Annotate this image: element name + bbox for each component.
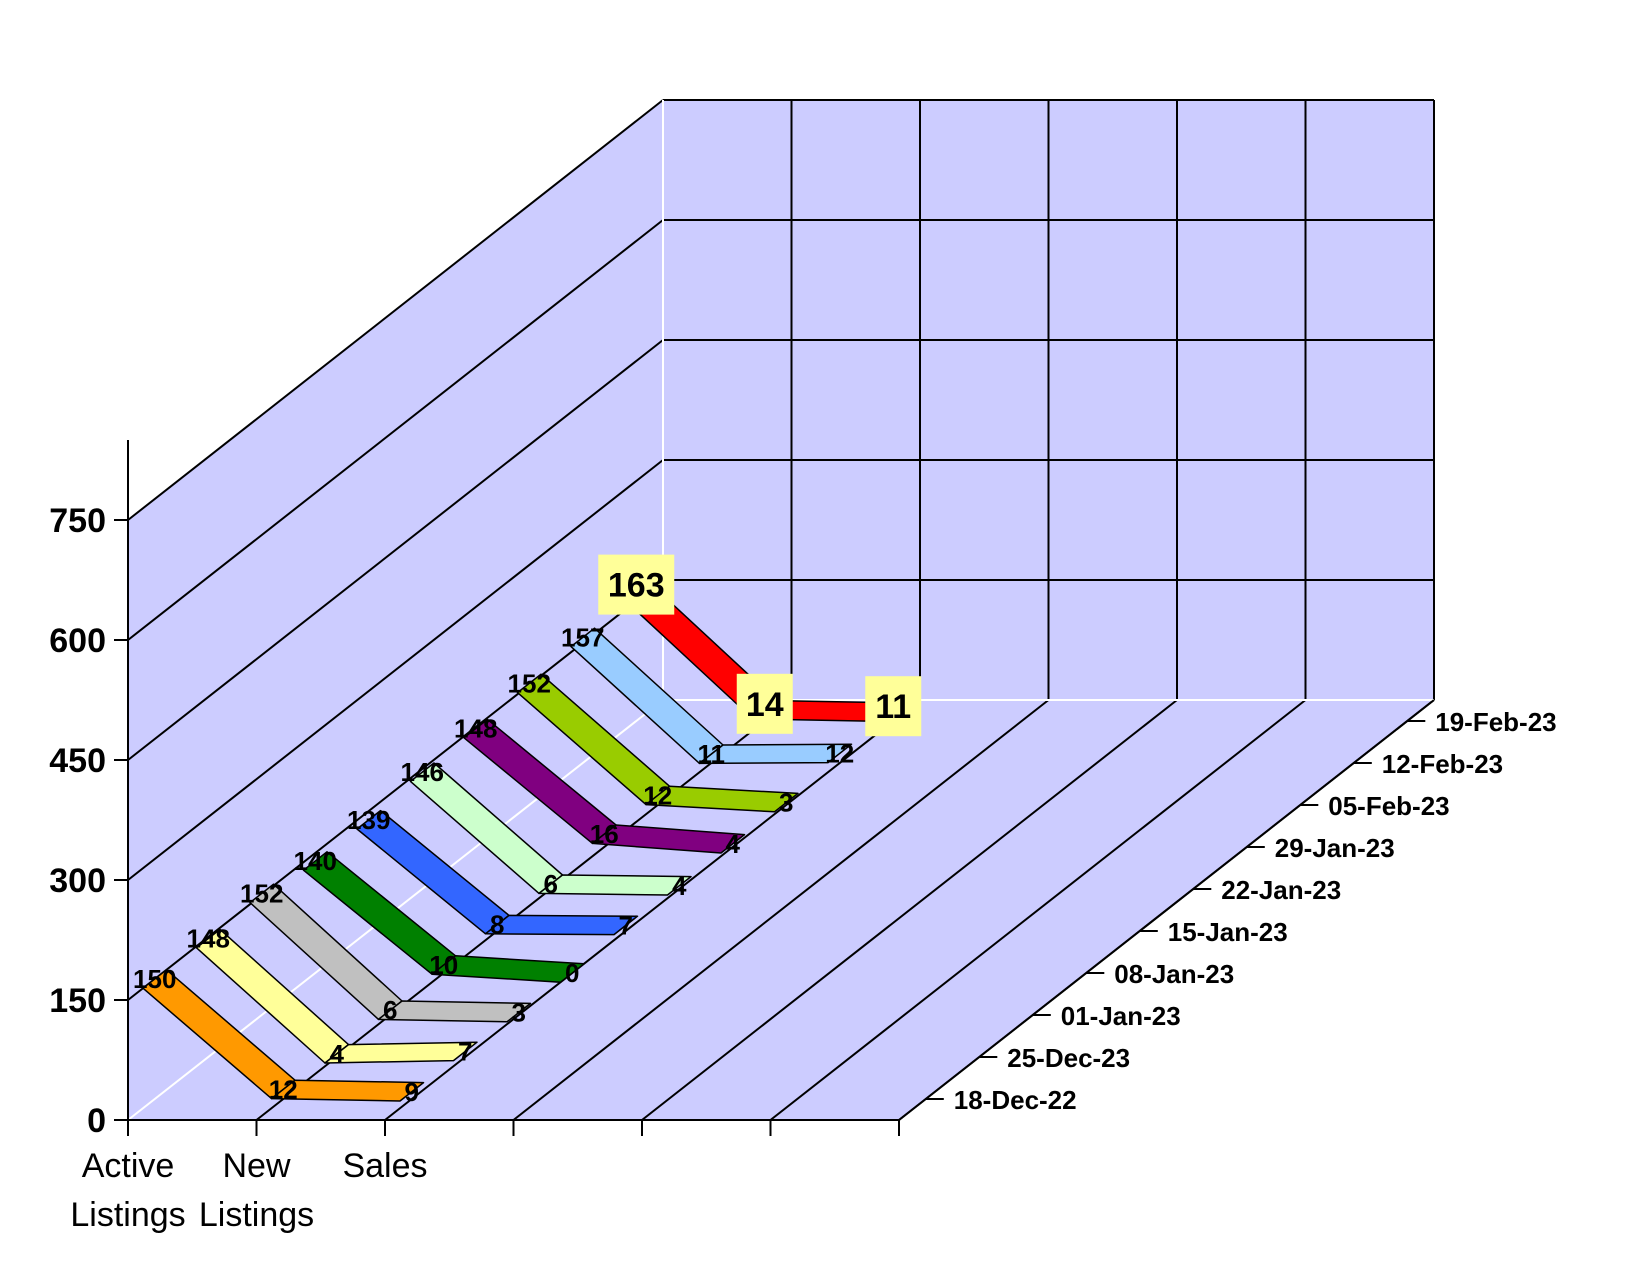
highlight-label-box — [598, 554, 675, 615]
data-label: 163 — [608, 567, 665, 605]
data-label: 139 — [347, 805, 390, 835]
data-label: 4 — [330, 1039, 345, 1069]
highlight-label-box — [865, 676, 922, 737]
ribbon-segment — [270, 1079, 425, 1102]
data-label: 11 — [875, 688, 911, 726]
data-label: 6 — [383, 995, 397, 1025]
series-ribbon — [356, 809, 639, 936]
side-wall-gridline — [127, 459, 664, 881]
data-label: 10 — [429, 950, 458, 980]
ribbon-segment — [484, 914, 639, 936]
depth-axis-line — [898, 699, 1435, 1121]
floor-gridline — [641, 699, 1178, 1121]
y-tick-label: 300 — [49, 862, 106, 900]
data-label: 146 — [401, 757, 444, 787]
ribbon-segment — [538, 874, 692, 896]
floor-gridline — [769, 699, 1307, 1121]
category-label-line1: Sales — [342, 1147, 427, 1185]
ribbon-segment — [645, 785, 799, 813]
category-label-line2: Listings — [199, 1196, 314, 1234]
category-label-line1: Active — [82, 1147, 175, 1185]
ribbon-segment — [591, 824, 746, 854]
data-label: 16 — [590, 819, 619, 849]
y-tick-label: 600 — [49, 622, 106, 660]
data-label: 14 — [746, 686, 784, 724]
data-label: 152 — [240, 878, 283, 908]
data-label: 4 — [726, 829, 741, 859]
series-name-label: 19-Feb-23 — [1435, 707, 1556, 737]
data-label: 140 — [294, 846, 337, 876]
chart-data-labels: 150 12 9 148 4 7 152 6 3 140 10 0 139 8 7 146 6 4 148 16 4 15… — [133, 554, 922, 1107]
data-label: 148 — [187, 924, 230, 954]
chart-axes: 0 150 300 450 600 750 Active Listings New Listing… — [49, 440, 1557, 1234]
ribbon-segment — [431, 955, 585, 983]
series-name-label: 25-Dec-23 — [1007, 1043, 1130, 1073]
ribbon-segment — [377, 1000, 532, 1023]
data-label: 0 — [565, 958, 579, 988]
data-label: 157 — [561, 622, 604, 652]
data-label: 4 — [672, 871, 687, 901]
series-ribbon — [516, 673, 799, 813]
data-label: 9 — [405, 1077, 419, 1107]
y-tick-label: 150 — [49, 982, 106, 1020]
series-ribbon — [195, 928, 478, 1064]
data-label: 3 — [779, 788, 793, 818]
data-label: 3 — [512, 998, 526, 1028]
data-label: 7 — [458, 1036, 472, 1066]
side-wall-gridline — [127, 99, 664, 521]
floor-gridline — [512, 699, 1050, 1121]
data-label: 12 — [269, 1074, 298, 1104]
y-tick-label: 450 — [49, 742, 106, 780]
data-label: 12 — [643, 780, 672, 810]
data-label: 8 — [490, 910, 504, 940]
side-wall — [128, 100, 663, 1120]
floor-gridline — [384, 699, 921, 1121]
ribbon-segment — [324, 1041, 478, 1064]
series-name-label: 05-Feb-23 — [1328, 791, 1449, 821]
side-wall-gridline — [127, 219, 664, 641]
category-label-line2: Listings — [70, 1196, 185, 1234]
data-label: 152 — [508, 668, 551, 698]
series-name-label: 12-Feb-23 — [1382, 749, 1503, 779]
series-ribbon — [570, 627, 853, 765]
series-name-label: 01-Jan-23 — [1061, 1001, 1181, 1031]
category-label-line1: New — [222, 1147, 290, 1185]
series-ribbon — [302, 851, 585, 983]
y-tick-label: 0 — [87, 1102, 106, 1140]
ribbon-segment — [698, 743, 853, 765]
highlight-label-box — [736, 673, 793, 734]
series-name-label: 29-Jan-23 — [1275, 833, 1395, 863]
data-label: 7 — [619, 910, 633, 940]
data-label: 6 — [544, 869, 558, 899]
series-ribbon — [142, 969, 425, 1102]
series-ribbon — [463, 718, 746, 854]
data-label: 150 — [133, 964, 176, 994]
series-name-label: 22-Jan-23 — [1221, 875, 1341, 905]
data-label: 148 — [454, 714, 497, 744]
series-name-label: 15-Jan-23 — [1168, 917, 1288, 947]
series-name-label: 08-Jan-23 — [1114, 959, 1234, 989]
series-ribbon — [249, 883, 532, 1023]
y-tick-label: 750 — [49, 502, 106, 540]
data-label: 11 — [698, 739, 726, 769]
series-name-label: 18-Dec-22 — [954, 1085, 1077, 1115]
data-label: 12 — [825, 738, 854, 768]
side-wall-gridline — [127, 339, 664, 761]
series-ribbon — [409, 762, 692, 896]
